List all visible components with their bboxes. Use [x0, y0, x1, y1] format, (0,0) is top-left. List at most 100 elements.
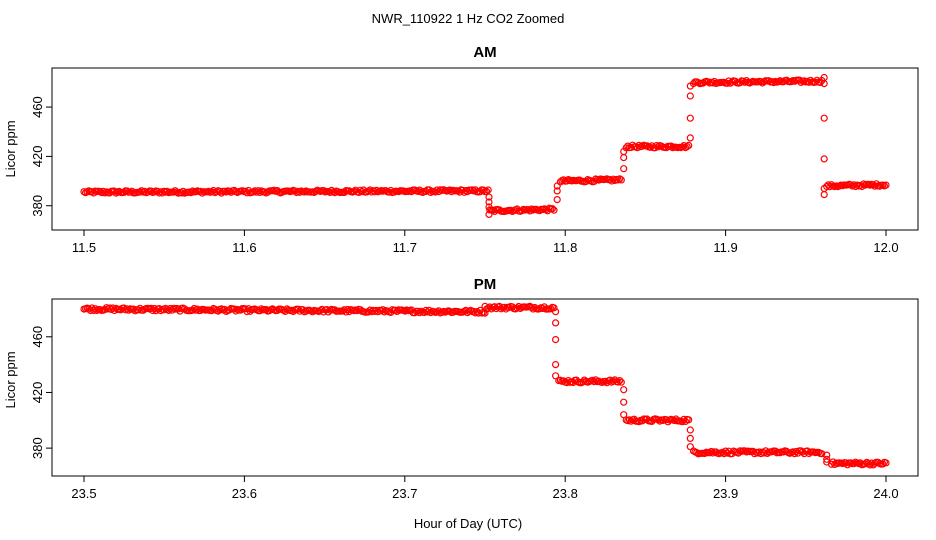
pm-x-tick-label: 24.0: [873, 486, 898, 501]
pm-transition-point: [620, 411, 628, 419]
pm-data-point: [798, 448, 807, 456]
pm-x-tick-label: 23.6: [232, 486, 257, 501]
pm-x-tick-label: 23.8: [553, 486, 578, 501]
am-transition-point: [620, 165, 628, 173]
am-data-point: [187, 189, 195, 197]
am-data-point: [667, 142, 675, 150]
am-transition-point: [686, 134, 694, 142]
pm-transition-point: [686, 426, 694, 434]
pm-data-point: [656, 417, 664, 425]
am-transition-point: [620, 154, 628, 162]
pm-data-point: [882, 459, 890, 467]
pm-data-point: [288, 306, 296, 314]
am-data-point: [685, 141, 693, 149]
pm-y-tick-label: 420: [30, 382, 45, 404]
am-transition-point: [820, 155, 828, 163]
pm-x-tick-label: 23.5: [71, 486, 96, 501]
pm-data-point: [606, 376, 614, 384]
pm-transition-point: [551, 308, 560, 316]
pm-data-point: [415, 309, 424, 317]
am-data-point: [646, 143, 654, 151]
am-data-point: [652, 142, 661, 150]
pm-data-point: [481, 309, 489, 317]
am-data-points: [80, 73, 890, 218]
am-data-point: [770, 78, 778, 87]
am-data-point: [680, 142, 688, 150]
pm-transition-point: [551, 372, 560, 380]
am-y-axis: 380 420 460: [30, 96, 52, 217]
am-transition-point: [485, 193, 493, 201]
pm-transition-point: [620, 398, 628, 406]
am-x-tick-label: 11.9: [713, 240, 737, 255]
pm-data-points: [80, 302, 890, 469]
pm-data-point: [707, 447, 715, 456]
am-x-tick-label: 11.6: [232, 240, 256, 255]
am-data-point: [869, 181, 877, 189]
am-x-tick-label: 11.7: [393, 240, 417, 255]
pm-panel: PM 23.5 23.6 23.7 23.8 23.9 24.0 380 420 460 Li…: [3, 276, 919, 501]
am-x-tick-label: 11.5: [72, 240, 96, 255]
am-data-point: [550, 206, 558, 214]
am-data-point: [483, 187, 491, 195]
pm-data-point: [491, 303, 499, 311]
pm-panel-title: PM: [474, 276, 497, 293]
am-data-point: [683, 143, 691, 151]
pm-transition-point: [551, 319, 560, 327]
am-data-point: [326, 188, 334, 196]
am-panel: AM 11.5 11.6 11.7 11.8 11.9 12.0 380 420 460 Li…: [3, 44, 919, 255]
pm-data-point: [614, 378, 622, 386]
pm-data-point: [414, 307, 422, 315]
pm-data-point: [256, 307, 264, 315]
am-data-point: [371, 188, 379, 196]
am-panel-title: AM: [473, 44, 496, 61]
am-data-point: [739, 77, 747, 85]
pm-x-tick-label: 23.7: [392, 486, 417, 501]
pm-y-axis-label: Licor ppm: [3, 351, 18, 408]
x-axis-label: Hour of Day (UTC): [414, 516, 522, 531]
am-data-point: [816, 78, 824, 87]
pm-data-point: [149, 306, 157, 315]
pm-transition-point: [620, 386, 628, 394]
am-transition-point: [620, 147, 628, 156]
am-data-point: [479, 186, 487, 194]
pm-data-point: [685, 416, 693, 424]
pm-data-point: [723, 449, 731, 457]
pm-data-point: [617, 378, 625, 386]
am-data-point: [99, 187, 107, 195]
am-transition-point: [485, 210, 493, 218]
pm-data-point: [484, 304, 492, 312]
figure-title: NWR_110922 1 Hz CO2 Zoomed: [372, 11, 565, 26]
pm-data-point: [294, 305, 302, 313]
am-data-point: [678, 143, 686, 151]
am-data-point: [241, 187, 249, 195]
am-y-tick-label: 380: [30, 195, 45, 217]
pm-y-tick-label: 380: [30, 437, 45, 459]
am-y-tick-label: 460: [30, 96, 45, 118]
am-data-point: [811, 78, 820, 86]
am-y-tick-label: 420: [30, 146, 45, 168]
pm-data-point: [879, 460, 887, 468]
am-data-point: [320, 187, 328, 195]
pm-data-point: [527, 303, 536, 312]
pm-data-point: [168, 306, 176, 314]
am-data-point: [484, 186, 492, 194]
pm-data-point: [625, 416, 634, 424]
am-transition-point: [686, 82, 694, 90]
am-data-point: [548, 205, 557, 213]
pm-data-point: [818, 450, 826, 458]
pm-transition-point: [686, 434, 694, 442]
am-transition-point: [820, 191, 828, 199]
am-data-point: [824, 181, 832, 189]
am-transition-point: [686, 92, 694, 100]
pm-data-point: [550, 304, 558, 312]
pm-data-point: [616, 377, 624, 385]
am-x-tick-label: 12.0: [873, 240, 898, 255]
pm-x-tick-label: 23.9: [713, 486, 738, 501]
pm-data-point: [831, 460, 839, 468]
pm-data-point: [232, 307, 240, 315]
pm-transition-point: [686, 443, 694, 451]
am-transition-point: [820, 114, 828, 122]
pm-data-point: [701, 449, 709, 458]
am-transition-point: [553, 196, 561, 204]
